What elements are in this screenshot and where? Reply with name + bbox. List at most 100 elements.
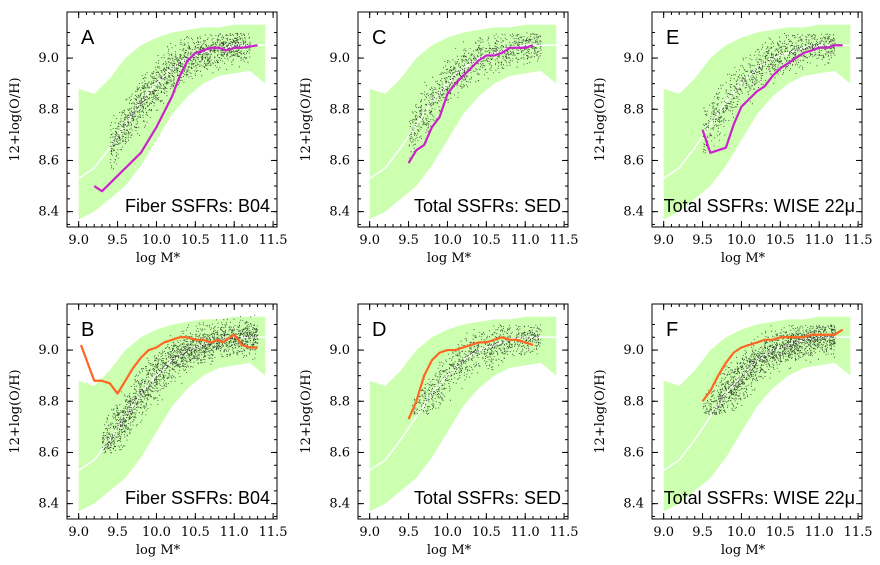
y-tick-label: 9.0 xyxy=(38,343,59,358)
panel-annotation: Total SSFRs: SED xyxy=(414,196,561,216)
distribution-band xyxy=(369,316,557,512)
x-tick-label: 9.5 xyxy=(398,525,419,540)
panel-a: 9.0 9.5 10.0 10.5 11.0 11.5 8.4 8.6 8.8 9.0 log M*… xyxy=(8,11,288,266)
panel-letter: A xyxy=(81,27,95,49)
panel-letter: E xyxy=(666,27,679,49)
panel-letter: D xyxy=(372,319,386,341)
y-tick-label: 9.0 xyxy=(329,51,350,66)
x-tick-label: 10.0 xyxy=(727,525,756,540)
y-tick-label: 9.0 xyxy=(623,51,644,66)
median-line xyxy=(663,336,851,471)
panel-annotation: Fiber SSFRs: B04 xyxy=(125,488,270,508)
panel-f: 9.0 9.5 10.0 10.5 11.0 11.5 8.4 8.6 8.8 9.0 log M*… xyxy=(593,303,873,558)
y-tick-label: 9.0 xyxy=(623,343,644,358)
panel-c: 9.0 9.5 10.0 10.5 11.0 11.5 8.4 8.6 8.8 9.0 log M*… xyxy=(299,11,579,266)
metallicity-series-line xyxy=(79,333,258,395)
y-tick-label: 8.8 xyxy=(38,102,59,117)
y-tick-label: 8.6 xyxy=(38,153,59,168)
distribution-band xyxy=(663,24,851,220)
x-tick-label: 10.0 xyxy=(142,525,171,540)
y-tick-label: 9.0 xyxy=(38,51,59,66)
panel-annotation: Total SSFRs: WISE 22μ xyxy=(664,488,855,508)
x-tick-label: 9.5 xyxy=(692,525,713,540)
scatter-points xyxy=(408,32,542,161)
y-tick-label: 8.4 xyxy=(38,205,59,220)
x-tick-label: 9.5 xyxy=(107,233,128,248)
x-tick-label: 9.0 xyxy=(359,525,380,540)
x-tick-label: 11.5 xyxy=(550,233,579,248)
x-tick-label: 11.0 xyxy=(511,525,540,540)
x-tick-label: 11.5 xyxy=(550,525,579,540)
metallicity-series-line xyxy=(701,44,843,154)
x-tick-label: 9.5 xyxy=(398,233,419,248)
y-axis-title: 12+log(O/H) xyxy=(593,77,608,161)
plot-area xyxy=(663,316,851,512)
median-line xyxy=(78,336,266,471)
median-line xyxy=(369,336,557,471)
panel-d: 9.0 9.5 10.0 10.5 11.0 11.5 8.4 8.6 8.8 9.0 log M*… xyxy=(299,303,579,558)
x-tick-label: 11.5 xyxy=(844,525,873,540)
y-axis-title: 12+log(O/H) xyxy=(299,369,314,453)
y-axis-title: 12+log(O/H) xyxy=(8,369,23,453)
distribution-band xyxy=(369,24,557,220)
plot-area xyxy=(663,24,851,220)
panel-annotation: Total SSFRs: WISE 22μ xyxy=(664,196,855,216)
x-tick-label: 9.0 xyxy=(68,525,89,540)
panel-letter: F xyxy=(666,319,678,341)
x-tick-label: 11.0 xyxy=(805,233,834,248)
y-tick-label: 8.8 xyxy=(329,102,350,117)
y-tick-label: 8.8 xyxy=(329,394,350,409)
scatter-points xyxy=(702,324,836,415)
x-tick-label: 10.0 xyxy=(142,233,171,248)
metallicity-series-line xyxy=(407,44,534,164)
y-tick-label: 8.4 xyxy=(623,497,644,512)
y-tick-label: 8.6 xyxy=(38,445,59,460)
x-axis-title: log M* xyxy=(136,543,181,558)
panel-b: 9.0 9.5 10.0 10.5 11.0 11.5 8.4 8.6 8.8 9.0 log M*… xyxy=(8,303,288,558)
x-tick-label: 9.5 xyxy=(692,233,713,248)
panel-annotation: Fiber SSFRs: B04 xyxy=(125,196,270,216)
x-tick-label: 11.0 xyxy=(220,233,249,248)
plot-area xyxy=(369,24,557,220)
panel-annotation: Total SSFRs: SED xyxy=(414,488,561,508)
x-tick-label: 11.0 xyxy=(220,525,249,540)
y-tick-label: 8.4 xyxy=(623,205,644,220)
x-tick-label: 9.0 xyxy=(653,233,674,248)
panel-letter: C xyxy=(372,27,386,49)
y-axis-title: 12+log(O/H) xyxy=(593,369,608,453)
plot-area xyxy=(78,24,266,220)
plot-area xyxy=(369,316,557,512)
y-tick-label: 8.8 xyxy=(623,102,644,117)
median-line xyxy=(663,44,851,179)
x-tick-label: 9.0 xyxy=(359,233,380,248)
metallicity-series-line xyxy=(93,44,258,193)
distribution-band xyxy=(663,316,851,512)
x-tick-label: 11.0 xyxy=(511,233,540,248)
y-axis-title: 12+log(O/H) xyxy=(8,77,23,161)
y-tick-label: 8.6 xyxy=(329,445,350,460)
median-line xyxy=(369,44,557,179)
y-tick-label: 9.0 xyxy=(329,343,350,358)
plot-area xyxy=(78,314,266,512)
x-tick-label: 10.5 xyxy=(472,525,501,540)
x-axis-title: log M* xyxy=(427,543,472,558)
x-axis-title: log M* xyxy=(721,543,766,558)
x-axis-title: log M* xyxy=(721,251,766,266)
distribution-band xyxy=(78,24,266,220)
y-tick-label: 8.6 xyxy=(329,153,350,168)
y-tick-label: 8.4 xyxy=(329,205,350,220)
panel-e: 9.0 9.5 10.0 10.5 11.0 11.5 8.4 8.6 8.8 9.0 log M*… xyxy=(593,11,873,266)
x-tick-label: 11.5 xyxy=(844,233,873,248)
x-tick-label: 11.5 xyxy=(259,233,288,248)
x-tick-label: 10.5 xyxy=(181,525,210,540)
x-tick-label: 9.0 xyxy=(68,233,89,248)
x-tick-label: 11.5 xyxy=(259,525,288,540)
distribution-band xyxy=(78,316,266,512)
panel-letter: B xyxy=(81,319,94,341)
x-tick-label: 10.0 xyxy=(727,233,756,248)
x-tick-label: 11.0 xyxy=(805,525,834,540)
x-tick-label: 9.5 xyxy=(107,525,128,540)
x-tick-label: 10.0 xyxy=(433,525,462,540)
y-tick-label: 8.4 xyxy=(38,497,59,512)
